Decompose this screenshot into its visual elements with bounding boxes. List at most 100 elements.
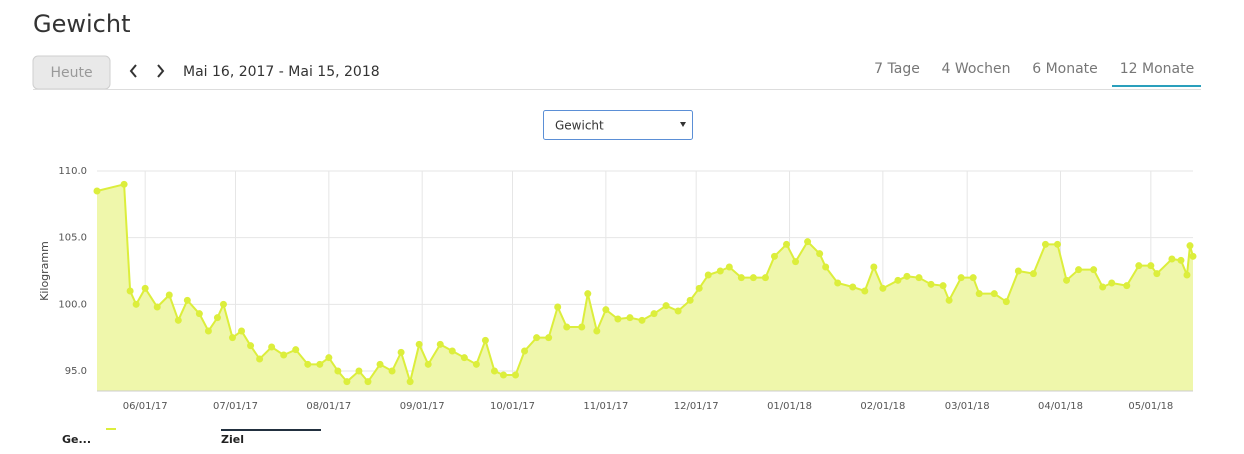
data-point[interactable]: [578, 323, 586, 331]
tab[interactable]: 6 Monate: [1032, 61, 1098, 77]
data-point[interactable]: [1075, 266, 1083, 274]
data-point[interactable]: [195, 310, 203, 318]
data-point[interactable]: [141, 284, 149, 292]
data-point[interactable]: [256, 355, 264, 363]
data-point[interactable]: [481, 336, 489, 344]
data-point[interactable]: [490, 367, 498, 375]
next-arrow[interactable]: [157, 64, 165, 78]
data-point[interactable]: [1029, 270, 1037, 278]
data-point[interactable]: [174, 316, 182, 324]
data-point[interactable]: [737, 274, 745, 282]
data-point[interactable]: [792, 258, 800, 266]
data-point[interactable]: [626, 314, 634, 322]
data-point[interactable]: [674, 307, 682, 315]
data-point[interactable]: [521, 347, 529, 355]
data-point[interactable]: [1177, 256, 1185, 264]
data-point[interactable]: [1090, 266, 1098, 274]
data-point[interactable]: [816, 250, 824, 258]
data-point[interactable]: [472, 360, 480, 368]
series-select[interactable]: [543, 110, 693, 140]
data-point[interactable]: [1014, 267, 1022, 275]
data-point[interactable]: [894, 276, 902, 284]
data-point[interactable]: [132, 300, 140, 308]
data-point[interactable]: [460, 354, 468, 362]
data-point[interactable]: [614, 315, 622, 323]
data-point[interactable]: [749, 274, 757, 282]
data-point[interactable]: [939, 282, 947, 290]
data-point[interactable]: [849, 283, 857, 291]
today-button-label[interactable]: Heute: [50, 65, 92, 81]
tab[interactable]: 4 Wochen: [941, 61, 1010, 77]
data-point[interactable]: [280, 351, 288, 359]
data-point[interactable]: [334, 367, 342, 375]
data-point[interactable]: [915, 274, 923, 282]
data-point[interactable]: [219, 300, 227, 308]
data-point[interactable]: [268, 343, 276, 351]
data-point[interactable]: [725, 263, 733, 271]
data-point[interactable]: [228, 334, 236, 342]
data-point[interactable]: [238, 327, 246, 335]
data-point[interactable]: [945, 296, 953, 304]
data-point[interactable]: [927, 280, 935, 288]
data-point[interactable]: [716, 267, 724, 275]
data-point[interactable]: [870, 263, 878, 271]
data-point[interactable]: [695, 284, 703, 292]
data-point[interactable]: [770, 252, 778, 260]
data-point[interactable]: [650, 310, 658, 318]
data-point[interactable]: [584, 290, 592, 298]
data-point[interactable]: [247, 342, 255, 350]
data-point[interactable]: [861, 287, 869, 295]
data-point[interactable]: [1108, 279, 1116, 287]
legend-label[interactable]: Ziel: [221, 433, 244, 446]
tab[interactable]: 7 Tage: [874, 61, 920, 77]
data-point[interactable]: [804, 238, 812, 246]
data-point[interactable]: [1183, 271, 1191, 279]
prev-arrow[interactable]: [129, 64, 137, 78]
data-point[interactable]: [593, 327, 601, 335]
data-point[interactable]: [1147, 262, 1155, 270]
data-point[interactable]: [783, 240, 791, 248]
data-point[interactable]: [1135, 262, 1143, 270]
data-point[interactable]: [304, 360, 312, 368]
data-point[interactable]: [533, 334, 541, 342]
data-point[interactable]: [990, 290, 998, 298]
data-point[interactable]: [834, 279, 842, 287]
data-point[interactable]: [554, 303, 562, 311]
data-point[interactable]: [499, 371, 507, 379]
data-point[interactable]: [822, 263, 830, 271]
data-point[interactable]: [704, 271, 712, 279]
data-point[interactable]: [213, 314, 221, 322]
data-point[interactable]: [563, 323, 571, 331]
data-point[interactable]: [436, 340, 444, 348]
data-point[interactable]: [183, 296, 191, 304]
data-point[interactable]: [602, 306, 610, 314]
data-point[interactable]: [662, 302, 670, 310]
data-point[interactable]: [406, 378, 414, 386]
data-point[interactable]: [343, 378, 351, 386]
data-point[interactable]: [165, 291, 173, 299]
data-point[interactable]: [316, 360, 324, 368]
data-point[interactable]: [325, 354, 333, 362]
data-point[interactable]: [415, 340, 423, 348]
series-select-value[interactable]: Gewicht: [555, 119, 604, 133]
data-point[interactable]: [424, 360, 432, 368]
data-point[interactable]: [1168, 255, 1176, 263]
data-point[interactable]: [1123, 282, 1131, 290]
data-point[interactable]: [376, 360, 384, 368]
data-point[interactable]: [1063, 276, 1071, 284]
data-point[interactable]: [153, 303, 161, 311]
data-point[interactable]: [397, 348, 405, 356]
data-point[interactable]: [686, 296, 694, 304]
data-point[interactable]: [975, 290, 983, 298]
data-point[interactable]: [93, 187, 101, 195]
data-point[interactable]: [355, 367, 363, 375]
tab[interactable]: 12 Monate: [1120, 61, 1194, 77]
data-point[interactable]: [1189, 252, 1197, 260]
data-point[interactable]: [1153, 270, 1161, 278]
data-point[interactable]: [388, 367, 396, 375]
data-point[interactable]: [957, 274, 965, 282]
data-point[interactable]: [1002, 298, 1010, 306]
data-point[interactable]: [120, 180, 128, 188]
data-point[interactable]: [512, 371, 520, 379]
data-point[interactable]: [448, 347, 456, 355]
